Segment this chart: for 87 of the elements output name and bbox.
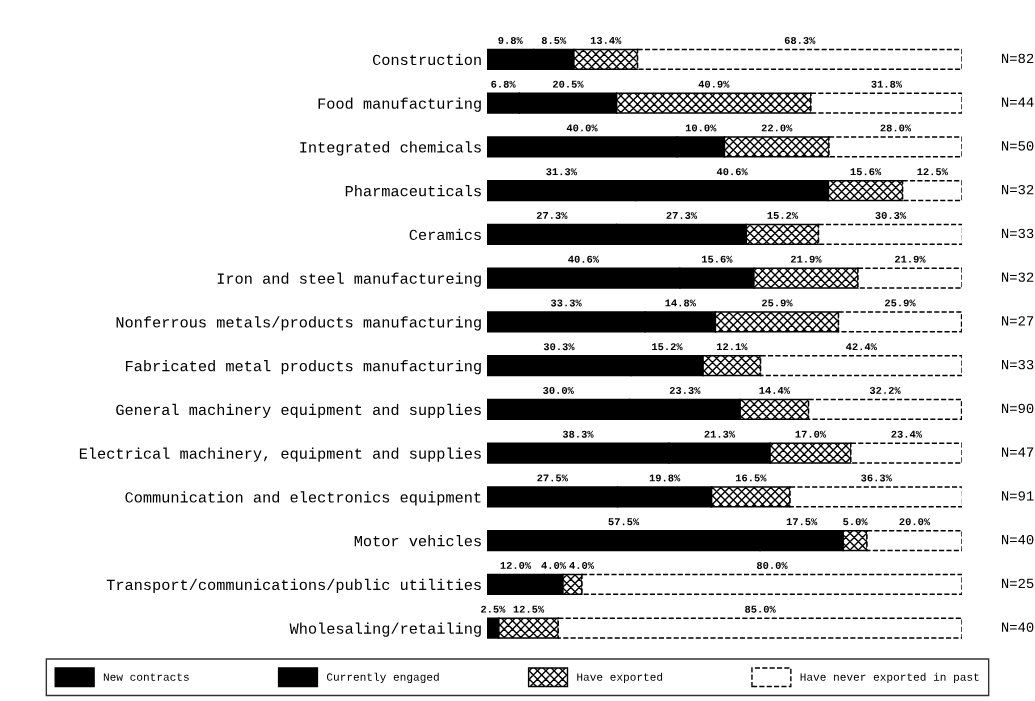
data-label: 15.2%: [767, 211, 799, 219]
text: N=32: [1001, 184, 1034, 195]
data-label: 12.1%: [716, 343, 748, 351]
data-label: 8.5%: [541, 36, 567, 44]
data-label: 21.3%: [704, 430, 736, 438]
data-label: 25.9%: [761, 299, 793, 307]
data-label: 40.6%: [568, 255, 600, 263]
text: N=32: [1001, 272, 1034, 282]
data-label: 85.0%: [745, 605, 776, 613]
data-label: 25.9%: [885, 299, 916, 307]
y-tick-label: Fabricated metal products manufacturing: [125, 360, 481, 375]
text: N=25: [1001, 578, 1034, 589]
data-label: 23.4%: [891, 430, 923, 438]
data-label: 22.0%: [761, 124, 793, 132]
data-label: 36.3%: [861, 474, 892, 482]
text: N=40: [1001, 534, 1034, 545]
data-label: 28.0%: [880, 124, 912, 132]
data-label: 30.3%: [543, 343, 575, 351]
data-label: 57.5%: [608, 518, 640, 526]
text: N=82: [1001, 53, 1034, 64]
data-label: 14.8%: [665, 299, 696, 307]
data-label: 21.9%: [790, 255, 822, 263]
data-label: 15.6%: [701, 255, 733, 263]
data-label: 33.3%: [550, 299, 582, 307]
data-label: 12.5%: [513, 605, 545, 613]
data-label: 6.8%: [491, 80, 516, 88]
legend-label: New contracts: [103, 673, 189, 681]
data-label: 27.3%: [536, 211, 568, 219]
data-label: 16.5%: [735, 474, 767, 482]
y-tick-label: Nonferrous metals/products manufacturing: [116, 316, 481, 331]
data-label: 40.0%: [566, 124, 598, 132]
y-tick-label: Iron and steel manufactureing: [217, 272, 481, 287]
data-label: 9.8%: [498, 36, 523, 44]
y-tick-label: Pharmaceuticals: [345, 185, 481, 197]
data-label: 23.3%: [669, 386, 701, 394]
y-tick-label: Communication and electronics equipment: [125, 491, 481, 506]
text: N=44: [1001, 97, 1034, 107]
text: N=47: [1001, 447, 1034, 457]
data-label: 40.9%: [698, 80, 730, 88]
data-label: 14.4%: [759, 386, 791, 394]
y-tick-label: General machinery equipment and supplies: [116, 403, 481, 419]
data-label: 10.0%: [685, 124, 717, 132]
data-label: 30.3%: [875, 211, 907, 219]
data-label: 80.0%: [756, 561, 788, 569]
data-label: 5.0%: [843, 518, 868, 526]
data-label: 12.5%: [917, 168, 948, 176]
data-label: 68.3%: [784, 36, 816, 44]
data-label: 20.5%: [552, 80, 584, 88]
y-tick-label: Motor vehicles: [354, 535, 481, 547]
data-label: 2.5%: [481, 605, 506, 613]
text: N=91: [1001, 491, 1034, 501]
y-tick-label: Construction: [372, 53, 481, 66]
data-label: 4.0%: [541, 561, 567, 569]
data-label: 30.0%: [543, 386, 574, 394]
data-label: 15.2%: [652, 343, 683, 351]
y-tick-label: Ceramics: [409, 228, 481, 241]
data-label: 15.6%: [850, 168, 882, 176]
data-label: 32.2%: [869, 386, 901, 394]
data-label: 17.5%: [786, 518, 818, 526]
text: N=90: [1001, 403, 1034, 414]
data-label: 13.4%: [590, 36, 622, 44]
data-label: 20.0%: [899, 518, 931, 526]
data-label: 4.0%: [569, 561, 595, 569]
y-tick-label: Wholesaling/retailing: [289, 622, 481, 637]
data-label: 19.8%: [649, 474, 681, 482]
y-tick-label: Food manufacturing: [318, 97, 481, 112]
data-label: 17.0%: [795, 430, 827, 438]
text: N=33: [1001, 359, 1034, 370]
data-label: 38.3%: [562, 430, 594, 438]
legend-label: Currently engaged: [326, 672, 439, 684]
data-label: 27.5%: [537, 474, 568, 482]
y-tick-label: Electrical machinery, equipment and supplies: [79, 447, 481, 462]
data-label: 31.8%: [871, 80, 903, 88]
data-label: 27.3%: [666, 211, 698, 219]
legend-label: Have never exported in past: [800, 672, 979, 684]
text: N=50: [1001, 141, 1034, 151]
data-label: 21.9%: [894, 255, 926, 263]
legend-label: Have exported: [577, 672, 663, 684]
y-tick-label: Integrated chemicals: [300, 141, 481, 156]
text: N=33: [1001, 228, 1034, 239]
data-label: 42.4%: [846, 343, 877, 351]
text: N=27: [1001, 316, 1034, 326]
data-label: 40.6%: [716, 168, 748, 176]
y-tick-label: Transport/communications/public utilities: [106, 578, 481, 594]
data-label: 12.0%: [500, 561, 532, 569]
text: N=40: [1001, 622, 1034, 632]
data-label: 31.3%: [546, 168, 577, 176]
